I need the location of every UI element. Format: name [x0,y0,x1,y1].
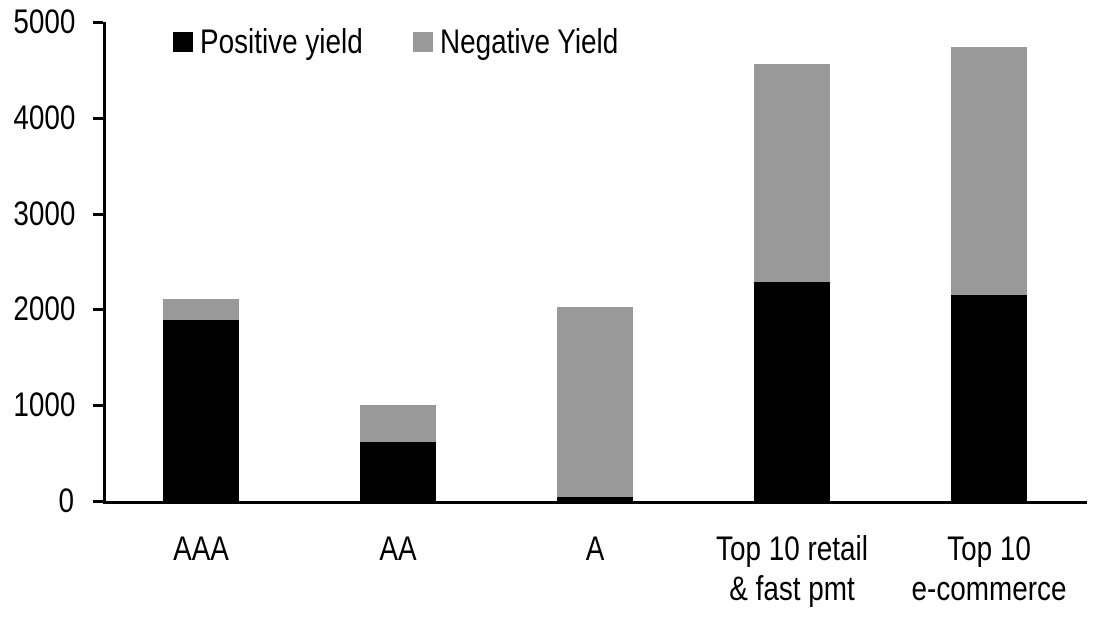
bar-segment-negative-yield-aa [360,405,437,442]
y-axis-tick [93,21,103,24]
bar-segment-positive-yield-a [557,497,633,501]
y-axis-tick [93,500,103,503]
x-axis-line [103,501,1087,504]
legend-item-positive-yield: Positive yield [173,24,398,60]
legend-swatch-positive-yield-icon [173,32,193,52]
bar-segment-positive-yield-top-10-retail-fast-pmt [753,281,830,501]
y-axis-tick [93,116,103,120]
y-axis-label: 4000 [13,98,76,137]
bar-segment-positive-yield-aa [360,441,437,501]
bar-segment-positive-yield-top-10-e-commerce [950,295,1027,501]
y-axis-label: 2000 [13,290,76,329]
y-axis-line [103,22,106,504]
bar-segment-negative-yield-a [557,306,633,498]
x-axis-label-aaa: AAA [173,530,230,568]
x-axis-label-a: A [585,530,605,568]
bar-segment-negative-yield-top-10-e-commerce [950,46,1027,296]
legend-label-positive-yield: Positive yield [200,23,363,61]
y-axis-label: 3000 [13,194,76,233]
x-axis-label-aa: AA [379,530,417,568]
y-axis-label: 0 [58,482,74,520]
y-axis-label: 1000 [13,386,76,425]
legend-swatch-negative-yield-icon [413,32,433,52]
x-axis-label-top-10-e-commerce: Top 10 e-commerce [911,530,1067,608]
bar-segment-positive-yield-aaa [163,319,240,501]
legend-label-negative-yield: Negative Yield [440,23,619,61]
bar-segment-negative-yield-top-10-retail-fast-pmt [753,64,830,282]
bar-segment-negative-yield-aaa [163,298,240,320]
y-axis-tick [93,212,103,216]
y-axis-tick [93,308,103,312]
y-axis-tick [93,404,103,408]
y-axis-label: 5000 [13,3,76,41]
legend-item-negative-yield: Negative Yield [413,24,657,60]
x-axis-label-top-10-retail-fast-pmt: Top 10 retail & fast pmt [715,530,868,608]
